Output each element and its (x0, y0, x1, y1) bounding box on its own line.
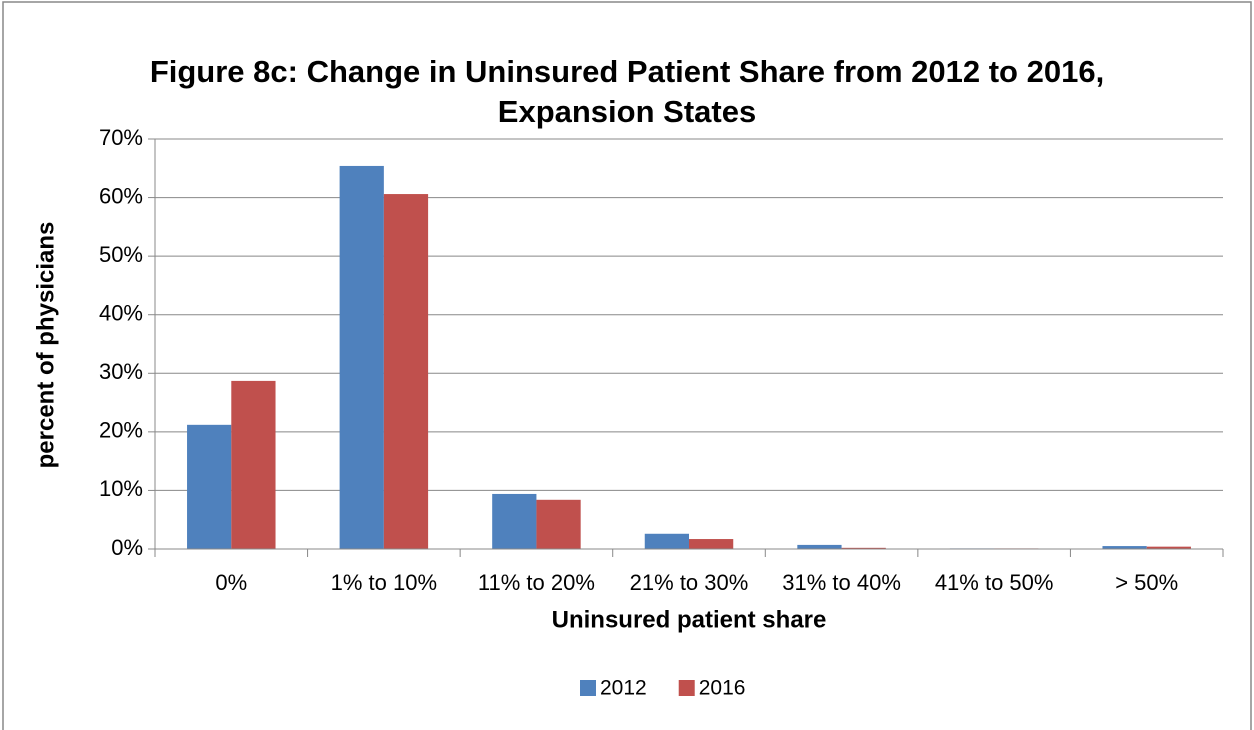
x-tick-label: 1% to 10% (331, 570, 437, 595)
legend-label: 2016 (699, 677, 746, 700)
x-tick-label: 11% to 20% (478, 570, 595, 595)
y-tick-label: 40% (99, 301, 143, 326)
legend-swatch (678, 680, 695, 696)
bar (1146, 546, 1191, 549)
bar (644, 533, 689, 549)
chart-title: Figure 8c: Change in Uninsured Patient S… (149, 54, 1105, 129)
x-tick-label: 0% (215, 570, 247, 595)
bar (1102, 546, 1147, 549)
bar (841, 547, 886, 549)
x-tick-label: 31% to 40% (782, 570, 901, 595)
y-tick-label: 30% (99, 359, 143, 384)
y-tick-label: 60% (99, 183, 143, 208)
bar (231, 380, 276, 549)
y-tick-label: 70% (99, 125, 143, 150)
y-tick-label: 50% (99, 242, 143, 267)
x-tick-label: 41% to 50% (935, 570, 1054, 595)
bar (339, 165, 384, 549)
y-axis-label: percent of physicians (32, 222, 59, 469)
y-tick-label: 20% (99, 418, 143, 443)
x-axis-label: Uninsured patient share (552, 606, 827, 633)
y-tick-label: 0% (111, 535, 143, 560)
bar (689, 539, 734, 549)
bar (536, 499, 581, 549)
legend-label: 2012 (600, 677, 647, 700)
bar (797, 544, 842, 549)
x-tick-label: > 50% (1115, 570, 1178, 595)
bar (492, 493, 537, 549)
legend-swatch (580, 680, 596, 696)
bar (383, 194, 429, 550)
bar (187, 424, 232, 549)
x-tick-label: 21% to 30% (630, 570, 749, 595)
y-tick-label: 10% (99, 476, 143, 501)
